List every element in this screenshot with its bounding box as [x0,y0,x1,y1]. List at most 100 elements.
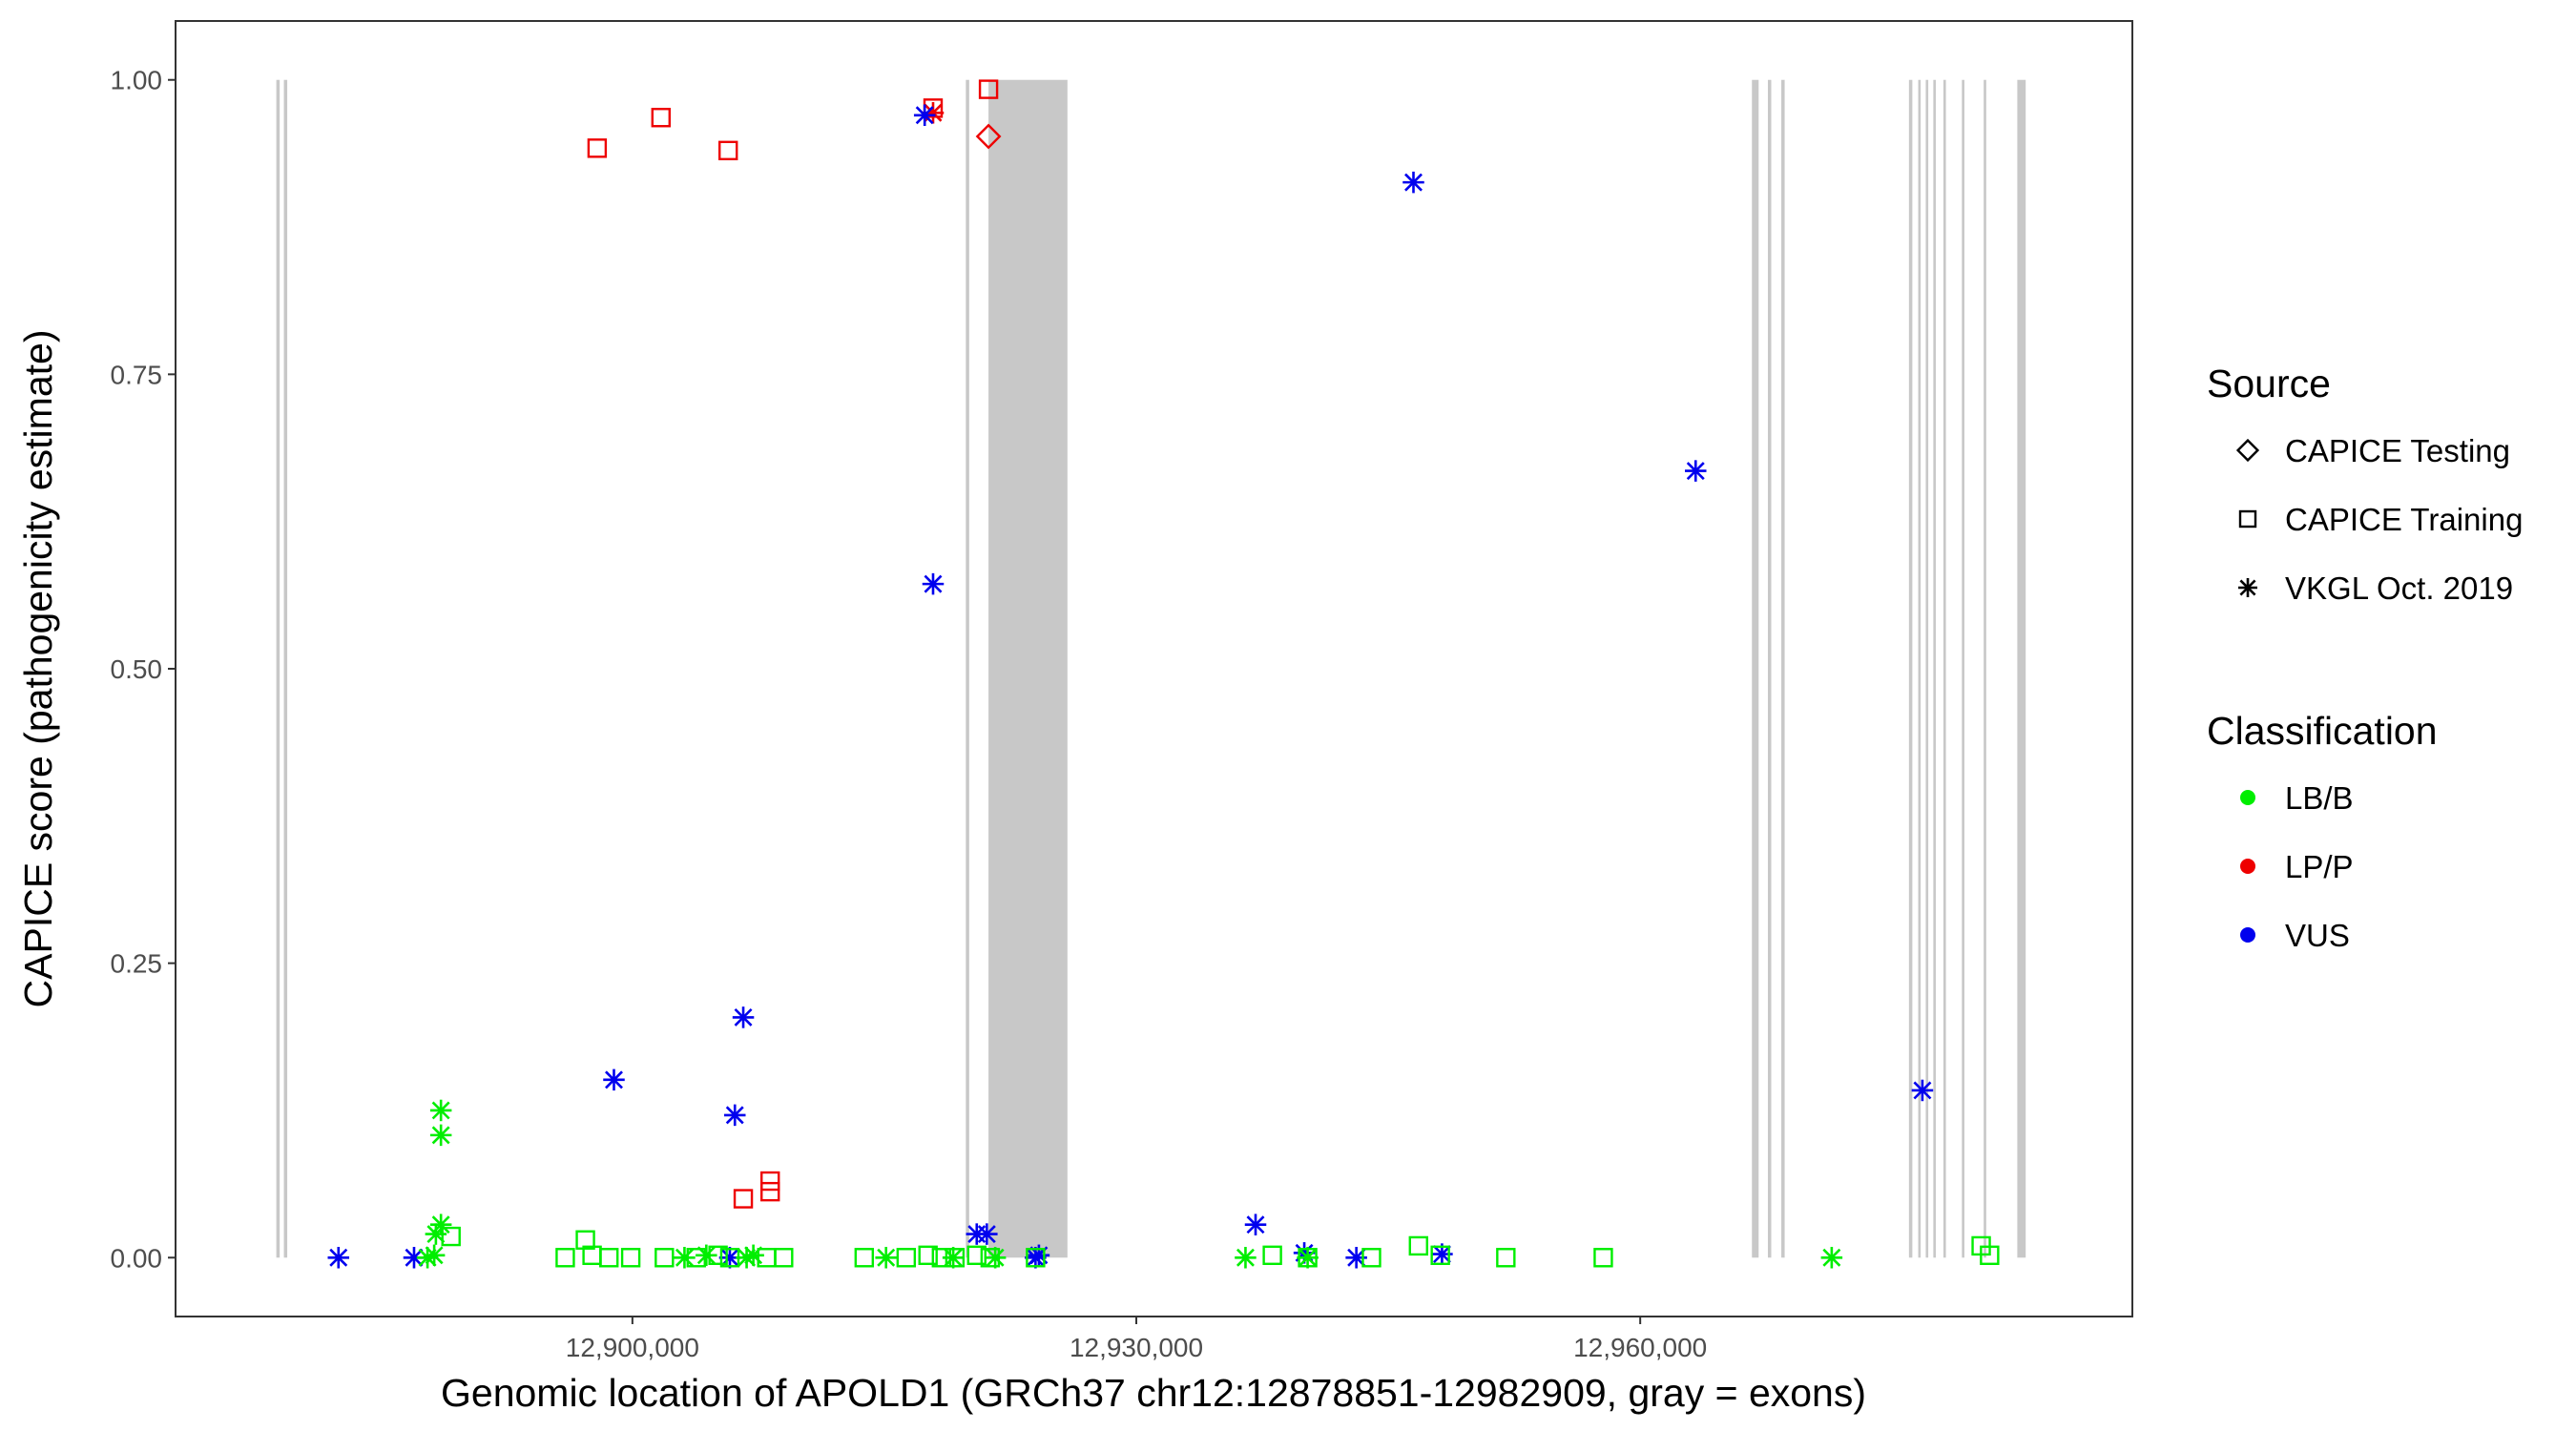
legend-key-asterisk [2238,578,2257,597]
data-point-lbb-square [945,1248,966,1268]
exon-band [988,79,1068,1258]
exon-band [1933,79,1937,1258]
legend: Source CAPICE Testing CAPICE Training VKGL… [2207,362,2523,953]
legend-class-items: LB/B LP/P VUS [2240,780,2354,953]
y-axis-title: CAPICE score (pathogenicity estimate) [16,330,60,1008]
legend-key-color [2240,790,2255,805]
data-point-vus-asterisk [732,1006,755,1028]
data-point-vus-asterisk [922,572,945,595]
exon-band [966,79,969,1258]
x-tick-label: 12,930,000 [1070,1333,1203,1362]
legend-title-source: Source [2207,362,2331,405]
exon-band [1984,79,1986,1258]
data-point-lpp-diamond [975,123,1002,150]
legend-key-square [2238,509,2257,529]
data-point-lpp-square [733,1189,754,1209]
x-axis-title: Genomic location of APOLD1 (GRCh37 chr12… [441,1371,1866,1415]
data-point-lbb-square [966,1245,987,1266]
legend-label-classification: LP/P [2285,849,2354,884]
data-point-lbb-square [918,1245,938,1266]
x-tick-label: 12,900,000 [566,1333,699,1362]
data-point-lbb-asterisk [429,1124,452,1147]
y-tick-label: 0.50 [111,654,163,684]
data-point-lbb-asterisk [742,1244,764,1267]
data-point-lbb-square [1430,1245,1450,1266]
data-point-lbb-asterisk [1820,1247,1843,1269]
data-point-lbb-asterisk [942,1247,965,1269]
y-tick-label: 0.75 [111,360,163,389]
data-point-vus-asterisk [603,1068,625,1091]
data-point-lbb-asterisk [984,1247,1007,1269]
data-point-lbb-square [774,1248,794,1268]
data-point-lbb-square [1026,1248,1046,1268]
data-point-lbb-asterisk [1297,1247,1319,1269]
data-point-lbb-asterisk [423,1244,446,1267]
legend-key-diamond [2235,438,2260,463]
data-point-lbb-asterisk [1235,1247,1257,1269]
data-point-lpp-square [587,138,608,158]
data-point-lpp-square [978,79,999,99]
data-point-vus-asterisk [1028,1244,1050,1267]
y-tick-label: 0.25 [111,949,163,979]
exon-band [1908,79,1913,1258]
legend-source-items: CAPICE Testing CAPICE Training VKGL Oct. 2… [2235,433,2523,606]
data-point-lbb-square [1262,1245,1282,1266]
exon-band [1752,79,1759,1258]
legend-key-color [2240,859,2255,874]
data-point-vus-asterisk [1402,171,1424,194]
plot-panel-border [175,20,2133,1317]
y-tick-label: 0.00 [111,1243,163,1273]
legend-label-source: VKGL Oct. 2019 [2285,570,2513,606]
x-tick-label: 12,960,000 [1573,1333,1707,1362]
data-point-lbb-square [1361,1248,1381,1268]
data-point-lbb-asterisk [875,1247,897,1269]
exon-band [1942,79,1946,1258]
data-point-lbb-square [620,1248,641,1268]
exon-band [1781,79,1785,1258]
data-point-lbb-square [555,1248,575,1268]
data-point-lpp-square [651,108,671,128]
data-point-lbb-square [1593,1248,1613,1268]
exon-band [1962,79,1964,1258]
data-point-lbb-asterisk [674,1247,696,1269]
exon-band [1767,79,1772,1258]
legend-title-classification: Classification [2207,709,2438,753]
data-point-lbb-square [1980,1245,2000,1266]
legend-label-source: CAPICE Training [2285,502,2523,537]
data-point-lpp-square [718,140,738,161]
data-point-lbb-square [654,1248,675,1268]
legend-label-classification: LB/B [2285,780,2354,816]
legend-key-color [2240,927,2255,943]
data-point-lpp-square [760,1171,780,1192]
y-tick-label: 1.00 [111,66,163,95]
exon-band [283,79,288,1258]
data-point-lbb-asterisk [429,1099,452,1122]
data-point-lbb-square [708,1245,728,1266]
legend-label-classification: VUS [2285,918,2350,953]
data-point-lpp-square [760,1181,780,1202]
data-point-lbb-square [686,1248,706,1268]
data-point-vus-asterisk [1911,1079,1934,1102]
data-point-vus-asterisk [1244,1213,1267,1235]
axes: 0.00 0.25 0.50 0.75 1.00 12,900,000 12,930,000… [111,66,1708,1362]
exon-band [2017,79,2026,1258]
data-point-vus-asterisk [724,1104,746,1127]
data-point-lbb-square [599,1248,619,1268]
data-point-lbb-square [931,1248,951,1268]
data-point-lbb-square [1496,1248,1516,1268]
data-point-lbb-square [1408,1235,1428,1256]
exon-bands [276,79,2026,1258]
exon-band [1918,79,1922,1258]
data-point-lbb-square [980,1248,1001,1268]
exon-band [276,79,280,1258]
data-points [327,79,2000,1269]
data-point-lbb-square [896,1248,917,1268]
data-point-lbb-square [575,1230,595,1250]
data-point-vus-asterisk [1685,460,1707,482]
data-point-lbb-square [854,1248,875,1268]
data-point-vus-asterisk [913,104,936,127]
data-point-lbb-square [719,1248,740,1268]
data-point-vus-asterisk [327,1247,350,1269]
data-point-lbb-square [1298,1248,1318,1268]
